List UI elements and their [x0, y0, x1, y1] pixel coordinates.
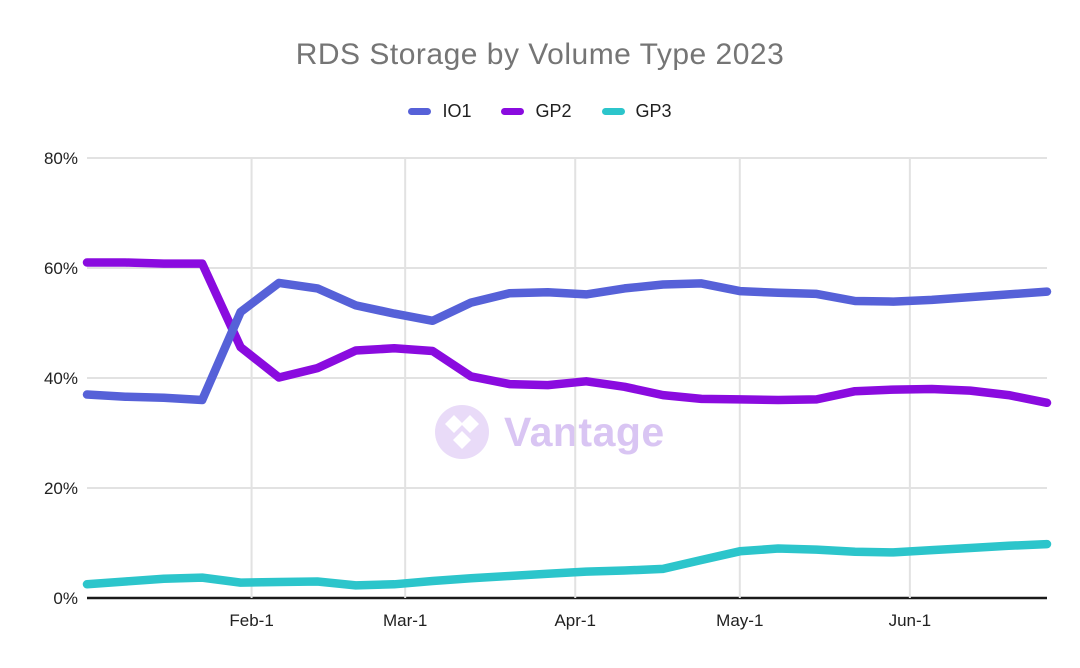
series-line-io1: [82, 278, 1052, 405]
y-tick-label: 40%: [44, 369, 78, 388]
series-line-gp2: [82, 258, 1052, 408]
y-tick-label: 60%: [44, 259, 78, 278]
x-tick-label: Mar-1: [383, 611, 427, 630]
legend-swatch-gp2: [501, 107, 525, 115]
legend-swatch-gp3: [601, 107, 625, 115]
chart-title: RDS Storage by Volume Type 2023: [295, 38, 785, 71]
y-tick-label: 0%: [53, 589, 78, 608]
legend-item-gp3: GP3: [601, 100, 672, 122]
x-tick-label: Feb-1: [229, 611, 273, 630]
legend-label: GP2: [535, 100, 572, 121]
x-tick-label: Jun-1: [889, 611, 932, 630]
chart-legend: IO1 GP2 GP3: [0, 99, 1080, 123]
legend-label: IO1: [442, 100, 472, 121]
legend-item-gp2: GP2: [501, 100, 572, 122]
legend-label: GP3: [635, 100, 672, 121]
legend-item-io1: IO1: [408, 101, 471, 122]
legend-swatch-io1: [408, 107, 432, 115]
y-tick-label: 20%: [44, 479, 78, 498]
series-line-gp3: [82, 539, 1052, 590]
x-tick-label: Apr-1: [554, 611, 596, 630]
y-tick-label: 80%: [44, 149, 78, 168]
x-tick-label: May-1: [716, 611, 763, 630]
